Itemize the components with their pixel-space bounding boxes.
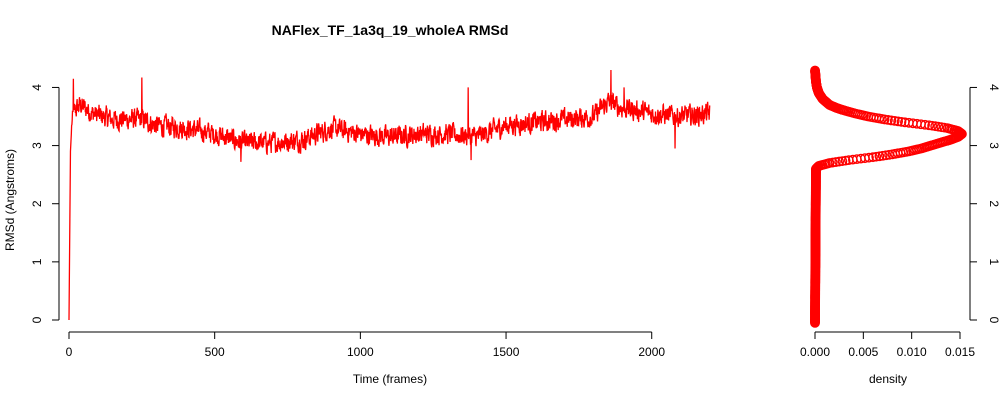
density-x-tick-label: 0.005 [848, 345, 878, 359]
density-point [810, 65, 820, 76]
density-x-tick-label: 0.000 [800, 345, 830, 359]
x-tick-label: 2000 [638, 345, 665, 359]
y-tick-label: 0 [30, 316, 44, 323]
density-y-tick-label: 0 [987, 317, 1000, 324]
density-point [871, 151, 882, 162]
y-tick-label: 3 [30, 142, 44, 149]
x-tick-label: 0 [66, 345, 73, 359]
x-axis-label: Time (frames) [353, 372, 427, 386]
density-point [834, 156, 845, 167]
y-tick-label: 1 [30, 258, 44, 265]
density-point [874, 151, 885, 162]
density-y-tick-label: 3 [987, 142, 1000, 149]
density-point [864, 152, 874, 163]
density-points [810, 65, 967, 328]
density-y-tick-label: 1 [987, 259, 1000, 266]
x-tick-label: 500 [205, 345, 225, 359]
y-tick-label: 2 [30, 200, 44, 207]
chart-title: NAFlex_TF_1a3q_19_wholeA RMSd [272, 22, 509, 38]
x-tick-label: 1500 [493, 345, 520, 359]
density-y-tick-label: 2 [987, 200, 1000, 207]
density-x-tick-label: 0.010 [897, 345, 927, 359]
x-tick-label: 1000 [347, 345, 374, 359]
density-point [877, 150, 888, 161]
density-point [880, 150, 891, 161]
density-x-tick-label: 0.015 [945, 345, 975, 359]
density-point [896, 116, 907, 127]
rmsd-timeseries-plot: 0 500 1000 1500 2000 0 1 2 3 4 Time (frames) RMS… [3, 69, 711, 386]
density-point [889, 115, 900, 126]
density-point [837, 156, 848, 166]
density-point [840, 155, 851, 166]
y-axis-label: RMSd (Angstroms) [3, 149, 17, 251]
density-point [824, 158, 835, 168]
y-tick-label: 4 [30, 84, 44, 91]
density-point [827, 157, 838, 168]
x-axis-ticks: 0 500 1000 1500 2000 [66, 332, 665, 359]
density-plot: 0.000 0.005 0.010 0.015 0 1 2 3 4 density [800, 65, 1000, 386]
density-point [900, 117, 910, 128]
density-point [886, 115, 897, 126]
density-y-tick-label: 4 [987, 84, 1000, 91]
density-y-axis-ticks: 0 1 2 3 4 [970, 84, 1000, 324]
density-point [904, 117, 914, 128]
rmsd-series-line [68, 69, 711, 321]
density-x-axis-label: density [869, 372, 907, 386]
y-axis-ticks: 0 1 2 3 4 [30, 84, 59, 323]
density-point [868, 152, 878, 163]
density-point [893, 116, 904, 127]
density-x-axis-ticks: 0.000 0.005 0.010 0.015 [800, 332, 975, 359]
density-point [831, 157, 841, 167]
